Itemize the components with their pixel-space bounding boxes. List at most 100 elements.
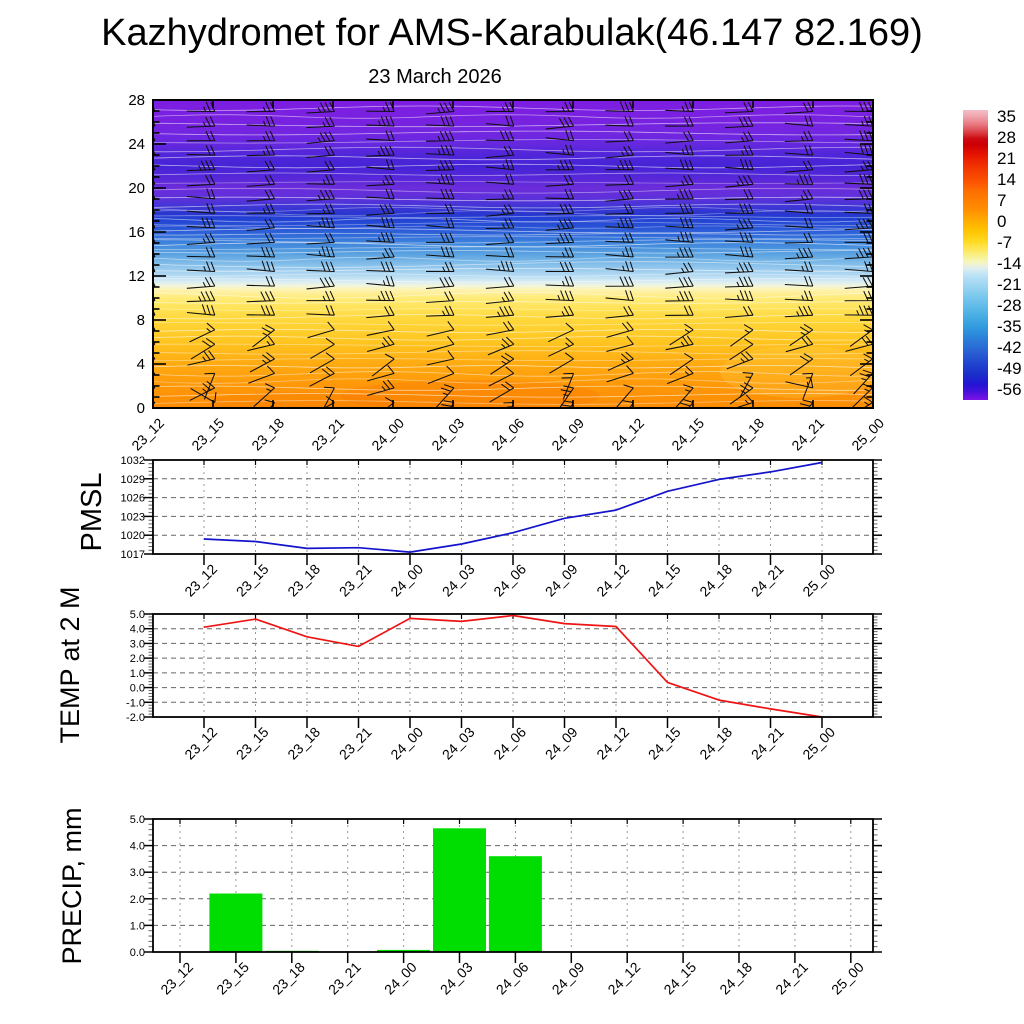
x-tick-label: 24_06	[490, 724, 529, 763]
x-tick-label: 23_21	[308, 415, 347, 454]
x-tick-label: 25_00	[848, 415, 887, 454]
y-tick-label: 5.0	[130, 609, 145, 621]
colorbar-tick-label: -49	[997, 359, 1022, 378]
colorbar: 35 28 21 14 7 0 -7 -14 -21 -28 -35 -42 -49 -56	[963, 107, 1022, 400]
x-tick-label: 24_15	[645, 561, 684, 600]
colorbar-tick-label: -7	[997, 233, 1012, 252]
x-tick-label: 23_12	[181, 724, 220, 763]
x-tick-label: 24_06	[488, 415, 527, 454]
y-tick-label: 2.0	[130, 894, 145, 906]
y-tick-label: 12	[128, 268, 145, 285]
x-tick-label: 24_06	[493, 959, 532, 998]
x-tick-label: 24_03	[437, 959, 476, 998]
x-tick-label: 24_21	[772, 959, 811, 998]
x-tick-label: 25_00	[799, 561, 838, 600]
y-tick-label: -2.0	[126, 712, 145, 724]
colorbar-tick-label: 21	[997, 149, 1016, 168]
precip-bar	[377, 949, 431, 952]
colorbar-tick-label: -56	[997, 380, 1022, 399]
cross-section-panel: 23_12 23_15 23_18 23_21 24_00 24_03 24_06 24_09…	[128, 92, 887, 454]
precip-bar	[488, 856, 542, 952]
y-tick-label: 1017	[121, 549, 145, 561]
x-tick-label: 24_09	[548, 415, 587, 454]
y-tick-label: 4	[137, 356, 145, 373]
y-tick-label: 1029	[121, 474, 145, 486]
y-tick-label: 2.0	[130, 653, 145, 665]
x-tick-label: 24_18	[728, 415, 767, 454]
precip-mm-panel: 23_12 23_15 23_18 23_21 24_00 24_03 24_06 24_09…	[57, 807, 882, 998]
x-tick-label: 24_03	[428, 415, 467, 454]
colorbar-tick-label: -28	[997, 296, 1022, 315]
x-tick-label: 24_06	[490, 561, 529, 600]
x-tick-label: 23_15	[233, 561, 272, 600]
y-tick-label: 28	[128, 92, 145, 109]
y-tick-label: 16	[128, 224, 145, 241]
colorbar-tick-label: -35	[997, 317, 1022, 336]
x-tick-label: 23_21	[336, 561, 375, 600]
colorbar-tick-label: 0	[997, 212, 1006, 231]
panel-border	[152, 818, 874, 953]
x-tick-label: 23_12	[157, 959, 196, 998]
x-tick-label: 25_00	[828, 959, 867, 998]
x-tick-label: 24_00	[368, 415, 407, 454]
x-tick-label: 24_21	[788, 415, 827, 454]
x-tick-label: 23_21	[325, 959, 364, 998]
y-tick-label: 0	[137, 400, 145, 417]
x-tick-label: 24_12	[608, 415, 647, 454]
y-tick-label: 1032	[121, 455, 145, 467]
wind-barbs	[153, 101, 873, 408]
y-tick-label: 1.0	[130, 920, 145, 932]
y-tick-label: 24	[128, 136, 145, 153]
x-tick-label: 23_21	[336, 724, 375, 763]
x-tick-label: 24_15	[645, 724, 684, 763]
pmsl-line	[203, 461, 823, 553]
colorbar-tick-label: -42	[997, 338, 1022, 357]
colorbar-tick-label: -21	[997, 275, 1022, 294]
temp-at-2m-line	[203, 614, 823, 718]
colorbar-tick-label: -14	[997, 254, 1022, 273]
y-tick-label: 5.0	[130, 814, 145, 826]
y-tick-label: 1026	[121, 493, 145, 505]
x-tick-label: 24_03	[439, 561, 478, 600]
x-tick-label: 24_12	[593, 724, 632, 763]
x-tick-label: 25_00	[799, 724, 838, 763]
x-tick-label: 24_18	[716, 959, 755, 998]
y-tick-label: 8	[137, 312, 145, 329]
x-tick-label: 24_00	[381, 959, 420, 998]
y-tick-label: 1.0	[130, 668, 145, 680]
x-tick-label: 24_15	[668, 415, 707, 454]
pmsl-axis-title: PMSL	[76, 473, 108, 552]
x-tick-label: 23_18	[284, 724, 323, 763]
temp-at-2m-panel: 23_12 23_15 23_18 23_21 24_00 24_03 24_06 24_09…	[55, 586, 882, 763]
y-tick-label: 1020	[121, 530, 145, 542]
page-title: Kazhydromet for AMS-Karabulak(46.147 82.…	[101, 12, 923, 54]
x-tick-label: 24_09	[542, 561, 581, 600]
x-tick-label: 24_03	[439, 724, 478, 763]
colorbar-gradient	[963, 110, 988, 400]
x-tick-label: 24_18	[696, 724, 735, 763]
temp-at-2m-axis-title: TEMP at 2 M	[55, 586, 85, 743]
precip-bar	[433, 828, 486, 952]
colorbar-tick-label: 28	[997, 128, 1016, 147]
chart-date-subtitle: 23 March 2026	[368, 66, 502, 88]
precip-mm-axis-title: PRECIP, mm	[57, 807, 87, 964]
x-tick-label: 23_18	[248, 415, 287, 454]
axis-ticks	[152, 99, 874, 409]
colorbar-tick-label: 14	[997, 170, 1016, 189]
x-tick-label: 23_12	[128, 415, 167, 454]
x-tick-label: 24_21	[748, 561, 787, 600]
x-tick-label: 24_12	[604, 959, 643, 998]
x-tick-label: 24_00	[387, 724, 426, 763]
y-tick-label: 0.0	[130, 683, 145, 695]
y-tick-label: 0.0	[130, 947, 145, 959]
x-tick-label: 24_00	[387, 561, 426, 600]
y-tick-label: 4.0	[130, 624, 145, 636]
y-tick-label: 3.0	[130, 867, 145, 879]
y-tick-label: 3.0	[130, 638, 145, 650]
y-tick-label: -1.0	[126, 697, 145, 709]
panel-border	[152, 613, 874, 718]
x-tick-label: 24_09	[542, 724, 581, 763]
x-tick-label: 24_21	[748, 724, 787, 763]
